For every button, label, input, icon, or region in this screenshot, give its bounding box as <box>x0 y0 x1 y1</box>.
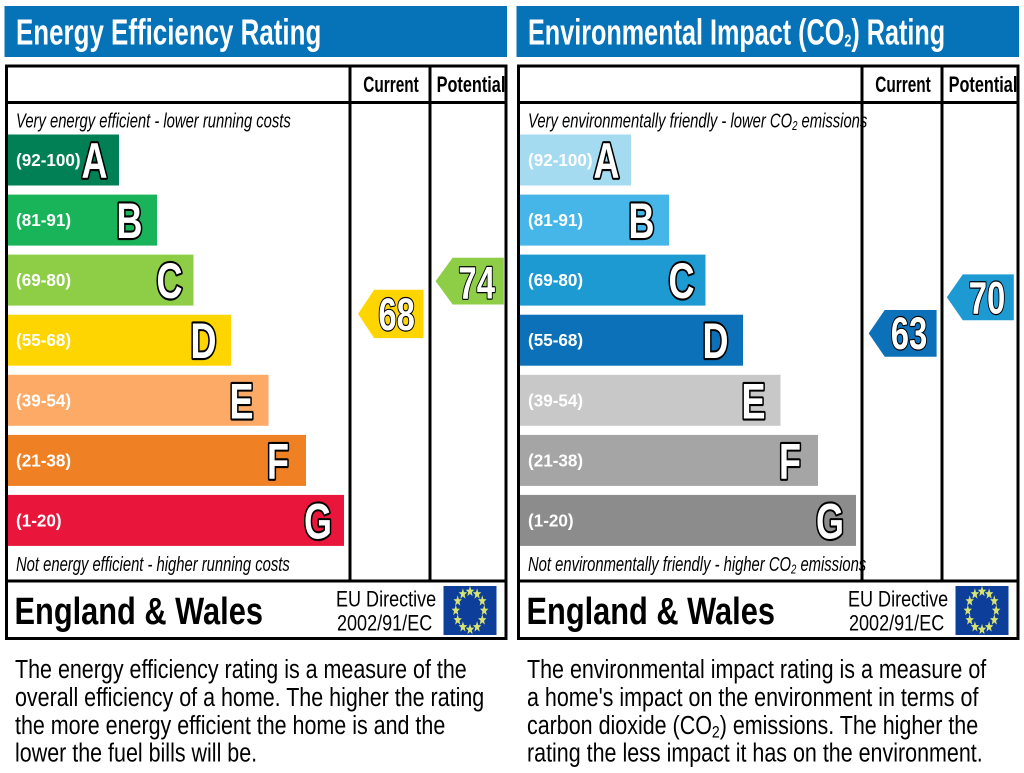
svg-text:(92-100): (92-100) <box>528 150 593 171</box>
svg-text:(81-91): (81-91) <box>528 210 583 231</box>
svg-text:The energy efficiency rating i: The energy efficiency rating is a measur… <box>15 655 467 684</box>
svg-text:B: B <box>629 194 655 249</box>
svg-text:(55-68): (55-68) <box>16 330 71 351</box>
svg-text:68: 68 <box>378 290 415 340</box>
svg-text:EU Directive: EU Directive <box>848 588 948 612</box>
svg-text:(1-20): (1-20) <box>16 510 62 531</box>
svg-text:B: B <box>117 194 143 249</box>
svg-text:(69-80): (69-80) <box>16 270 71 291</box>
svg-text:(92-100): (92-100) <box>16 150 81 171</box>
svg-text:E: E <box>229 375 253 430</box>
svg-text:Potential: Potential <box>949 73 1018 98</box>
svg-text:2002/91/EC: 2002/91/EC <box>337 612 432 636</box>
svg-text:63: 63 <box>891 309 928 359</box>
svg-text:EU Directive: EU Directive <box>336 588 436 612</box>
svg-text:Current: Current <box>875 73 931 97</box>
svg-text:G: G <box>304 495 332 550</box>
svg-text:overall efficiency of a home.: overall efficiency of a home. The higher… <box>15 683 484 712</box>
svg-text:Current: Current <box>363 73 419 97</box>
svg-text:Potential: Potential <box>437 73 506 98</box>
svg-text:70: 70 <box>969 273 1006 323</box>
svg-text:England & Wales: England & Wales <box>15 591 263 633</box>
svg-text:74: 74 <box>458 259 495 309</box>
svg-text:a home's impact on the environ: a home's impact on the environment in te… <box>527 683 979 712</box>
svg-text:(21-38): (21-38) <box>16 450 71 471</box>
svg-text:(81-91): (81-91) <box>16 210 71 231</box>
svg-text:lower the fuel bills will be.: lower the fuel bills will be. <box>15 739 257 768</box>
svg-text:A: A <box>594 134 620 189</box>
svg-text:Energy Efficiency Rating: Energy Efficiency Rating <box>16 12 321 52</box>
svg-text:(55-68): (55-68) <box>528 330 583 351</box>
svg-text:A: A <box>82 134 108 189</box>
svg-text:(1-20): (1-20) <box>528 510 574 531</box>
svg-text:Very energy efficient - lower: Very energy efficient - lower running co… <box>16 109 291 132</box>
svg-text:C: C <box>669 255 695 310</box>
svg-text:F: F <box>779 435 801 490</box>
svg-text:(39-54): (39-54) <box>528 390 583 411</box>
svg-text:Environmental Impact (CO2) Rat: Environmental Impact (CO2) Rating <box>528 12 945 53</box>
svg-text:F: F <box>267 435 289 490</box>
svg-text:Not energy efficient - higher: Not energy efficient - higher running co… <box>16 553 290 576</box>
svg-text:(39-54): (39-54) <box>16 390 71 411</box>
svg-text:C: C <box>157 255 183 310</box>
svg-text:England & Wales: England & Wales <box>527 591 775 633</box>
svg-text:the more energy efficient the: the more energy efficient the home is an… <box>15 711 445 740</box>
svg-text:2002/91/EC: 2002/91/EC <box>849 612 944 636</box>
svg-text:The environmental impact ratin: The environmental impact rating is a mea… <box>527 655 987 684</box>
svg-text:G: G <box>816 495 844 550</box>
svg-text:D: D <box>703 315 729 370</box>
svg-text:D: D <box>191 315 217 370</box>
svg-text:E: E <box>741 375 765 430</box>
svg-text:(69-80): (69-80) <box>528 270 583 291</box>
svg-text:rating the less impact it has: rating the less impact it has on the env… <box>527 739 983 768</box>
svg-text:carbon dioxide (CO2) emissions: carbon dioxide (CO2) emissions. The high… <box>527 711 978 742</box>
svg-text:(21-38): (21-38) <box>528 450 583 471</box>
svg-text:Very environmentally friendly: Very environmentally friendly - lower CO… <box>528 109 867 133</box>
svg-text:Not environmentally friendly -: Not environmentally friendly - higher CO… <box>528 553 866 577</box>
